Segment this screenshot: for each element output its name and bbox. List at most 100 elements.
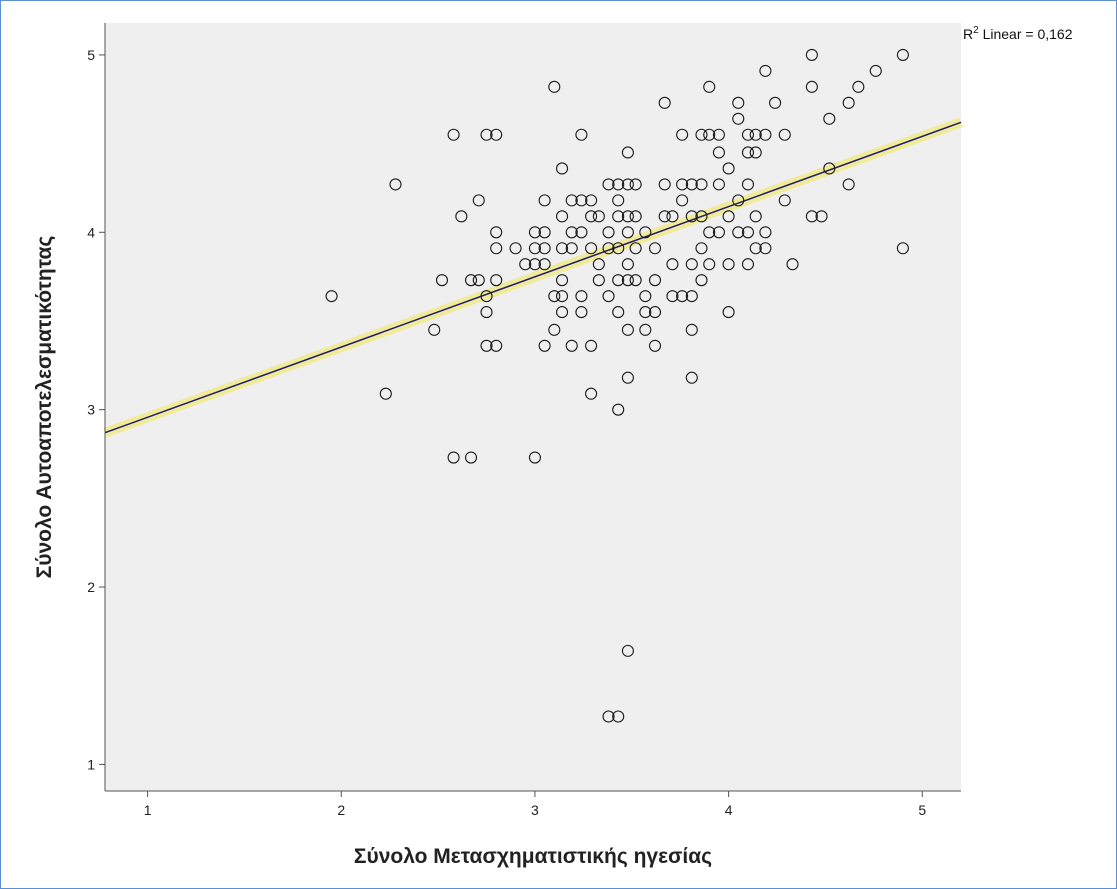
data-point (480, 339, 493, 352)
data-point (548, 290, 561, 303)
x-tick-label: 1 (144, 802, 152, 818)
data-point (629, 274, 642, 287)
data-point (509, 242, 522, 255)
data-point (555, 210, 569, 223)
data-point (658, 96, 671, 109)
plot-area (105, 23, 961, 791)
data-point (555, 162, 569, 175)
data-point (519, 258, 532, 271)
data-point (695, 128, 708, 141)
data-point (565, 242, 578, 255)
data-point (585, 194, 598, 207)
data-point (685, 178, 698, 191)
data-point (592, 274, 605, 287)
data-point (732, 96, 745, 109)
data-point (722, 258, 735, 271)
data-point (712, 178, 725, 191)
data-point (585, 339, 598, 352)
data-point (575, 128, 588, 141)
r-squared-label-prefix: R (963, 26, 973, 42)
data-point (621, 146, 634, 159)
data-point (695, 178, 708, 191)
data-point (621, 323, 634, 336)
data-point (585, 210, 598, 223)
data-point (639, 290, 652, 303)
data-point (447, 128, 460, 141)
data-point (585, 387, 598, 400)
data-point (455, 210, 468, 223)
data-point (676, 194, 689, 207)
data-point (778, 128, 791, 141)
data-point (695, 274, 708, 287)
data-point (759, 226, 772, 239)
data-point (490, 242, 503, 255)
data-point (621, 178, 634, 191)
data-point (695, 210, 708, 223)
data-point (658, 178, 671, 191)
x-tick-label: 2 (337, 802, 345, 818)
data-point (722, 306, 735, 319)
data-point (621, 644, 634, 657)
data-point (658, 210, 671, 223)
data-point (621, 210, 634, 223)
data-point (565, 194, 578, 207)
data-point (666, 290, 679, 303)
data-point (538, 339, 551, 352)
data-point (538, 242, 551, 255)
data-point (538, 258, 551, 271)
data-point (575, 226, 588, 239)
data-point (555, 290, 569, 303)
r-squared-label-sup: 2 (973, 25, 979, 36)
data-point (741, 258, 755, 271)
data-point (555, 306, 569, 319)
data-point (612, 710, 625, 723)
data-points (325, 48, 909, 723)
data-point (749, 128, 762, 141)
data-point (555, 274, 569, 287)
data-point (778, 194, 791, 207)
data-point (852, 80, 865, 93)
data-point (528, 226, 541, 239)
data-point (759, 242, 772, 255)
data-point (732, 194, 745, 207)
data-point (612, 274, 625, 287)
r-squared-label: R2 Linear = 0,162 (963, 25, 1073, 42)
data-point (786, 258, 799, 271)
data-point (621, 274, 634, 287)
data-point (639, 306, 652, 319)
data-point (612, 210, 625, 223)
data-point (712, 128, 725, 141)
data-point (695, 242, 708, 255)
data-point (741, 226, 755, 239)
data-point (490, 128, 503, 141)
y-tick-label: 1 (87, 756, 95, 772)
data-point (612, 194, 625, 207)
data-point (749, 210, 762, 223)
data-point (805, 48, 818, 61)
axis-ticks: 1 2 3 4 5 1 2 3 4 5 (87, 23, 961, 818)
data-point (612, 242, 625, 255)
data-point (712, 146, 725, 159)
y-tick-label: 5 (87, 47, 95, 63)
data-point (447, 451, 460, 464)
x-tick-label: 3 (531, 802, 539, 818)
data-point (575, 306, 588, 319)
data-point (389, 178, 402, 191)
data-point (769, 96, 782, 109)
data-point (464, 451, 478, 464)
data-point (490, 339, 503, 352)
data-point (621, 371, 634, 384)
data-point (722, 210, 735, 223)
data-point (749, 242, 762, 255)
data-point (805, 210, 818, 223)
data-point (759, 128, 772, 141)
data-point (565, 226, 578, 239)
y-tick-label: 2 (87, 579, 95, 595)
data-point (621, 258, 634, 271)
data-point (703, 258, 716, 271)
y-tick-label: 3 (87, 402, 95, 418)
data-point (842, 96, 855, 109)
data-point (676, 290, 689, 303)
data-point (538, 194, 551, 207)
